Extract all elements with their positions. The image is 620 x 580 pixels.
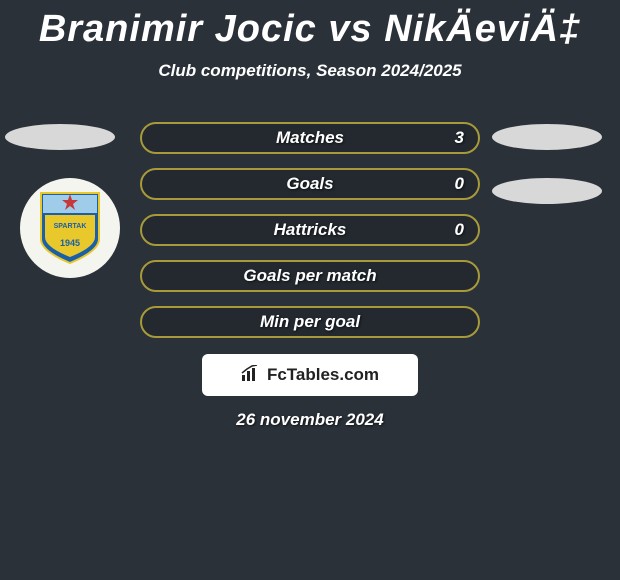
stat-row-goals: Goals 0 — [140, 168, 480, 200]
player-right-ellipse-2 — [492, 178, 602, 204]
stat-label: Matches — [276, 128, 344, 148]
stat-value: 0 — [455, 220, 464, 240]
watermark-text: FcTables.com — [267, 365, 379, 385]
stats-container: Matches 3 Goals 0 Hattricks 0 Goals per … — [140, 122, 480, 352]
team-shield-icon: SPARTAK 1945 — [39, 191, 101, 265]
stat-label: Hattricks — [274, 220, 347, 240]
stat-value: 3 — [455, 128, 464, 148]
stat-label: Min per goal — [260, 312, 360, 332]
stat-value: 0 — [455, 174, 464, 194]
svg-text:1945: 1945 — [60, 238, 80, 248]
subtitle: Club competitions, Season 2024/2025 — [0, 61, 620, 81]
stat-row-goals-per-match: Goals per match — [140, 260, 480, 292]
chart-icon — [241, 365, 263, 386]
svg-text:SPARTAK: SPARTAK — [54, 223, 87, 230]
page-title: Branimir Jocic vs NikÄeviÄ‡ — [0, 0, 620, 51]
player-left-ellipse — [5, 124, 115, 150]
date-text: 26 november 2024 — [0, 410, 620, 430]
stat-row-hattricks: Hattricks 0 — [140, 214, 480, 246]
stat-label: Goals per match — [243, 266, 376, 286]
stat-label: Goals — [286, 174, 333, 194]
player-right-ellipse-1 — [492, 124, 602, 150]
stat-row-min-per-goal: Min per goal — [140, 306, 480, 338]
team-badge: SPARTAK 1945 — [20, 178, 120, 278]
stat-row-matches: Matches 3 — [140, 122, 480, 154]
watermark: FcTables.com — [202, 354, 418, 396]
